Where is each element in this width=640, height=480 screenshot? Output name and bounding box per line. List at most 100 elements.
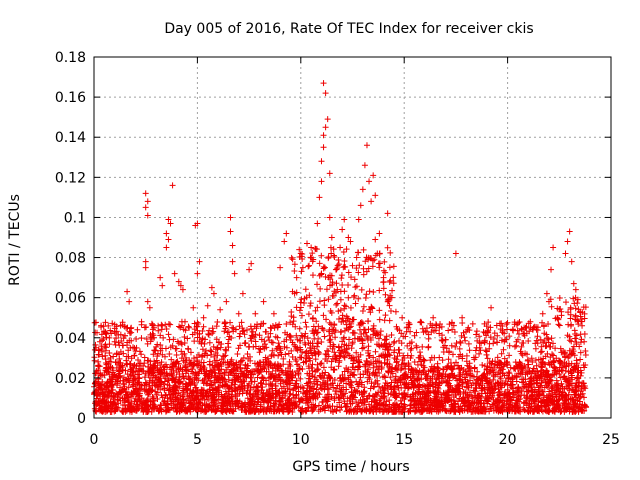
data-point xyxy=(557,345,564,352)
data-point xyxy=(293,332,300,339)
data-point xyxy=(269,370,276,377)
data-point xyxy=(407,405,414,412)
data-point xyxy=(362,295,369,302)
data-point xyxy=(284,371,291,378)
data-point xyxy=(144,357,151,364)
data-point xyxy=(303,323,310,330)
data-point xyxy=(421,357,428,364)
data-point xyxy=(168,356,175,363)
data-point xyxy=(389,287,396,294)
data-point xyxy=(204,302,211,309)
data-point xyxy=(312,356,319,363)
data-point xyxy=(317,360,324,367)
data-point xyxy=(423,328,430,335)
data-point xyxy=(333,280,340,287)
data-point xyxy=(482,390,489,397)
data-point xyxy=(343,342,350,349)
data-point xyxy=(191,397,198,404)
data-point xyxy=(345,281,352,288)
data-point xyxy=(456,345,463,352)
data-point xyxy=(414,376,421,383)
data-point xyxy=(143,335,150,342)
y-tick-label: 0.08 xyxy=(55,251,86,267)
data-point xyxy=(405,319,412,326)
data-point xyxy=(294,361,301,368)
data-point xyxy=(559,392,566,399)
data-point xyxy=(464,392,471,399)
data-point xyxy=(305,363,312,370)
data-point xyxy=(149,401,156,408)
data-point xyxy=(112,358,119,365)
data-point xyxy=(417,358,424,365)
data-point xyxy=(111,321,118,328)
data-point xyxy=(302,391,309,398)
data-point xyxy=(306,372,313,379)
data-point xyxy=(300,385,307,392)
data-point xyxy=(320,312,327,319)
data-point xyxy=(322,90,329,97)
data-point xyxy=(463,328,470,335)
data-point xyxy=(253,383,260,390)
data-point xyxy=(574,300,581,307)
data-point xyxy=(345,269,352,276)
axis-ticks: 0 5 10 15 20 2500.020.040.060.080.10.120.140.… xyxy=(55,50,620,448)
data-point xyxy=(343,325,350,332)
data-point xyxy=(388,332,395,339)
data-point xyxy=(163,230,170,237)
data-point xyxy=(513,374,520,381)
data-point xyxy=(269,347,276,354)
data-point xyxy=(283,320,290,327)
data-point xyxy=(483,332,490,339)
data-point xyxy=(163,361,170,368)
data-point xyxy=(315,348,322,355)
data-point xyxy=(224,329,231,336)
data-point xyxy=(346,336,353,343)
data-point xyxy=(318,385,325,392)
data-point xyxy=(162,321,169,328)
data-point xyxy=(116,394,123,401)
data-point xyxy=(144,198,151,205)
data-point xyxy=(107,389,114,396)
data-point xyxy=(511,391,518,398)
data-point xyxy=(414,389,421,396)
data-point xyxy=(99,408,106,415)
data-point xyxy=(382,312,389,319)
data-point xyxy=(312,391,319,398)
data-point xyxy=(541,330,548,337)
data-point xyxy=(96,338,103,345)
data-point xyxy=(310,256,317,263)
data-point xyxy=(122,332,129,339)
data-point xyxy=(369,305,376,312)
data-point xyxy=(383,333,390,340)
data-point xyxy=(479,375,486,382)
data-point xyxy=(492,404,499,411)
data-point xyxy=(231,381,238,388)
data-point xyxy=(409,380,416,387)
data-point xyxy=(370,360,377,367)
data-point xyxy=(567,315,574,322)
data-point xyxy=(489,401,496,408)
data-point xyxy=(402,365,409,372)
data-point xyxy=(321,333,328,340)
data-point xyxy=(147,338,154,345)
data-point xyxy=(419,395,426,402)
data-point xyxy=(258,320,265,327)
data-point xyxy=(454,383,461,390)
data-point xyxy=(108,330,115,337)
data-point xyxy=(142,190,149,197)
data-point xyxy=(439,357,446,364)
data-point xyxy=(452,401,459,408)
data-point xyxy=(515,385,522,392)
data-point xyxy=(214,352,221,359)
data-point xyxy=(417,318,424,325)
data-point xyxy=(311,345,318,352)
data-point xyxy=(209,330,216,337)
data-point xyxy=(556,322,563,329)
data-point xyxy=(341,216,348,223)
data-point xyxy=(254,360,261,367)
data-point xyxy=(145,368,152,375)
data-point xyxy=(408,345,415,352)
data-point xyxy=(337,377,344,384)
data-point xyxy=(160,334,167,341)
data-point xyxy=(210,343,217,350)
